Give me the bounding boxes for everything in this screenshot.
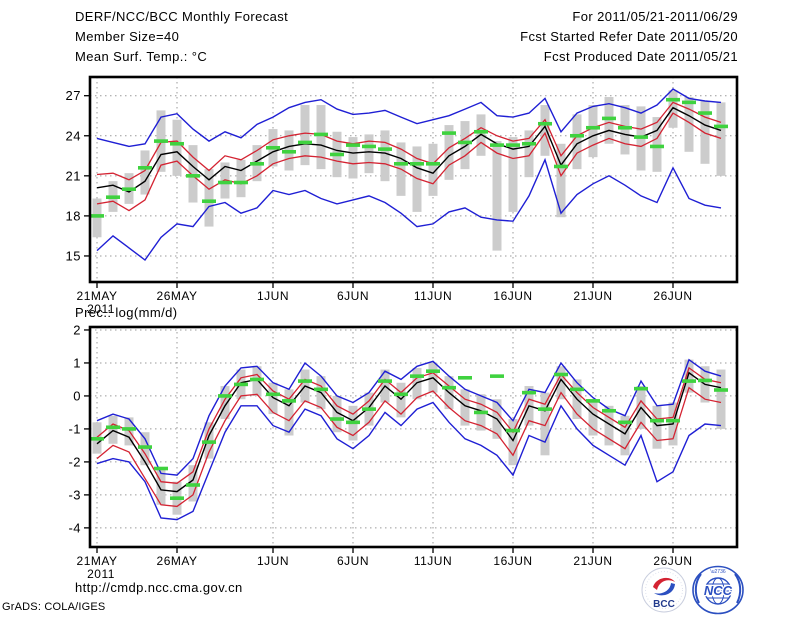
grads-credit: GrADS: COLA/IGES (2, 601, 106, 613)
source-url: http://cmdp.ncc.cma.gov.cn (75, 580, 243, 595)
bcc-swirl-red (653, 577, 675, 590)
y-tick-label: 21 (66, 168, 81, 183)
plot-frame (88, 75, 739, 284)
x-tick-label: 11JUN (414, 554, 452, 568)
x-tick-label: 11JUN (414, 289, 452, 303)
x-tick-label: 6JUN (337, 289, 369, 303)
page-title: DERF/NCC/BCC Monthly Forecast (75, 9, 289, 24)
precip-chart-title: Prec.: log(mm/d) (75, 305, 178, 320)
obs-dashes (90, 369, 728, 500)
x-tick-label: 26JUN (653, 289, 692, 303)
series-ensemble-mean (96, 371, 722, 493)
y-tick-label: -1 (68, 421, 81, 436)
x-tick-label: 21JUN (573, 554, 612, 568)
series-ensemble-mean (96, 106, 722, 193)
produced-date-label: Fcst Produced Date 2011/05/21 (543, 49, 738, 64)
bcc-logo: BCC (641, 567, 687, 613)
y-tick-label: 0 (73, 388, 81, 403)
plot-frame (88, 325, 739, 549)
x-year-label: 2011 (87, 302, 115, 316)
x-year-label: 2011 (87, 567, 115, 581)
bcc-logo-label: BCC (653, 599, 675, 610)
temp-chart-title: Mean Surf. Temp.: °C (75, 49, 208, 64)
x-tick-label: 21MAY (77, 554, 118, 568)
y-tick-label: 18 (66, 208, 81, 223)
series-upper-spread (96, 101, 722, 181)
ncc-logo: NCC \u2736 (692, 565, 744, 615)
y-tick-label: -2 (68, 454, 81, 469)
y-tick-label: 1 (73, 355, 81, 370)
x-tick-label: 26MAY (157, 554, 198, 568)
y-tick-label: -3 (68, 487, 81, 502)
y-tick-label: -4 (68, 520, 81, 535)
series-lower-spread (96, 386, 722, 508)
gridlines (90, 77, 737, 282)
x-tick-label: 26JUN (653, 554, 692, 568)
y-tick-label: 2 (73, 325, 81, 337)
series-ensemble-min (96, 401, 722, 521)
y-tick-label: 27 (66, 88, 81, 103)
axis-labels: 27 24 21 18 15 21MAY 26MAY 1JUN 6JUN 11JUN 16JUN 21… (66, 88, 693, 316)
series-ensemble-max (96, 88, 722, 148)
x-tick-label: 1JUN (257, 289, 289, 303)
x-tick-label: 16JUN (493, 289, 532, 303)
y-tick-label: 24 (66, 128, 81, 143)
refer-date-label: Fcst Started Refer Date 2011/05/20 (520, 29, 738, 44)
x-tick-label: 1JUN (257, 554, 289, 568)
bcc-swirl-blue (654, 583, 675, 596)
obs-dashes (90, 97, 728, 218)
series-ensemble-min (96, 157, 722, 261)
forecast-range-label: For 2011/05/21-2011/06/29 (572, 9, 738, 24)
spread-bars (92, 359, 726, 515)
ncc-logo-label: NCC (704, 583, 733, 598)
x-tick-label: 21MAY (77, 289, 118, 303)
ncc-logo-topmark: \u2736 (710, 569, 726, 575)
series-upper-spread (96, 366, 722, 484)
x-tick-label: 21JUN (573, 289, 612, 303)
x-tick-label: 6JUN (337, 554, 369, 568)
axis-labels: 2 1 0 -1 -2 -3 -4 21MAY 26MAY 1JUN 6JUN 11JUN 16JUN 2… (68, 325, 692, 581)
y-tick-label: 15 (66, 248, 81, 263)
member-size-label: Member Size=40 (75, 29, 180, 44)
series-ensemble-max (96, 358, 722, 476)
x-tick-label: 16JUN (493, 554, 532, 568)
series-lower-spread (96, 112, 722, 212)
x-tick-label: 26MAY (157, 289, 198, 303)
temperature-chart: 27 24 21 18 15 21MAY 26MAY 1JUN 6JUN 11JUN 16JUN 21… (66, 75, 739, 316)
precipitation-chart: 2 1 0 -1 -2 -3 -4 21MAY 26MAY 1JUN 6JUN 11JUN 16JUN 2… (68, 325, 739, 581)
